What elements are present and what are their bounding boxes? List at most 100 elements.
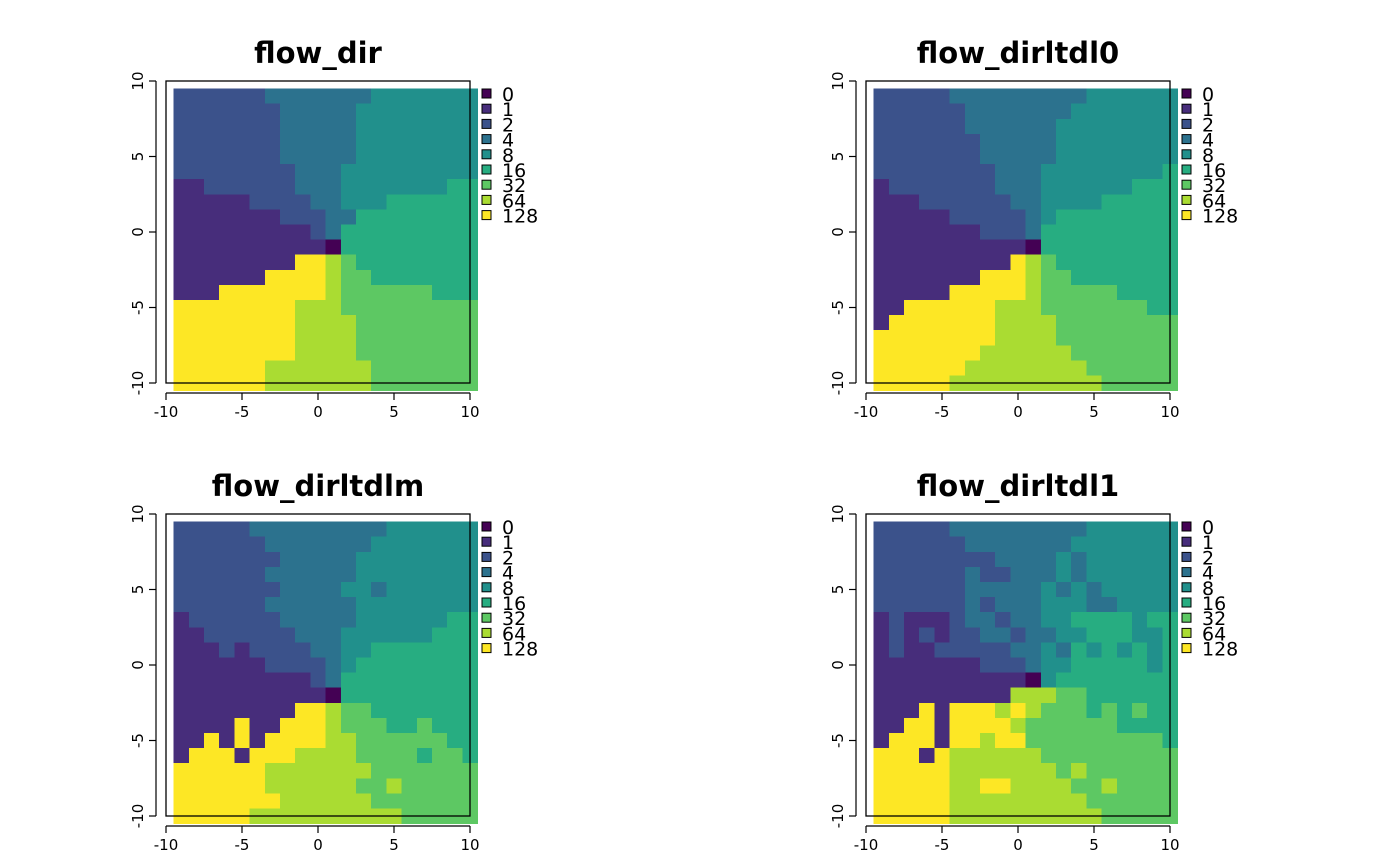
- raster-cell: [1116, 536, 1133, 553]
- raster-cell: [995, 732, 1011, 749]
- raster-cell: [447, 179, 463, 195]
- raster-cell: [401, 732, 418, 749]
- raster-cell: [904, 345, 920, 361]
- raster-cell: [340, 521, 357, 538]
- raster-cell: [295, 88, 311, 105]
- raster-cell: [219, 224, 235, 241]
- raster-cell: [401, 148, 418, 165]
- raster-cell: [1056, 133, 1072, 150]
- raster-cell: [1040, 118, 1057, 135]
- raster-cell: [432, 581, 448, 598]
- raster-cell: [919, 194, 935, 210]
- raster-cell: [416, 88, 433, 105]
- raster-cell: [995, 536, 1011, 553]
- raster-cell: [416, 581, 433, 598]
- raster-cell: [995, 269, 1011, 286]
- raster-cell: [188, 748, 205, 764]
- raster-cell: [980, 164, 996, 180]
- raster-cell: [1056, 88, 1072, 105]
- raster-cell: [980, 657, 996, 674]
- raster-cell: [310, 118, 327, 135]
- raster-cell: [964, 642, 981, 659]
- raster-cell: [295, 778, 311, 794]
- raster-cell: [949, 778, 966, 794]
- raster-cell: [249, 133, 266, 150]
- raster-cell: [995, 284, 1011, 301]
- raster-cell: [964, 687, 981, 704]
- raster-cell: [264, 330, 281, 346]
- x-tick-label: 10: [1160, 836, 1179, 854]
- raster-cell: [234, 521, 251, 538]
- raster-cell: [173, 345, 190, 361]
- raster-cell: [386, 566, 403, 583]
- raster-cell: [386, 88, 403, 105]
- raster-cell: [264, 672, 281, 689]
- raster-cell: [280, 521, 296, 538]
- raster-cell: [1101, 330, 1118, 346]
- raster-cell: [264, 566, 281, 583]
- y-tick-label: 5: [829, 585, 847, 595]
- raster-cell: [173, 194, 190, 210]
- raster-cell: [173, 209, 190, 226]
- raster-cell: [1040, 778, 1057, 794]
- raster-cell: [949, 103, 966, 120]
- chart-title: flow_dirltdlm: [212, 469, 424, 503]
- raster-cell: [447, 330, 463, 346]
- raster-cell: [949, 702, 966, 719]
- raster-cell: [340, 687, 357, 704]
- raster-cell: [416, 284, 433, 301]
- raster-cell: [888, 148, 905, 165]
- raster-cell: [1086, 254, 1103, 271]
- raster-cell: [356, 672, 372, 689]
- raster-cell: [919, 717, 935, 734]
- raster-cell: [264, 179, 281, 195]
- raster-cell: [264, 209, 281, 226]
- raster-cell: [964, 239, 981, 256]
- raster-cell: [1025, 566, 1042, 583]
- raster-cell: [904, 284, 920, 301]
- raster-cell: [219, 299, 235, 316]
- raster-cell: [416, 118, 433, 135]
- raster-cell: [401, 118, 418, 135]
- raster-cell: [1086, 103, 1103, 120]
- raster-cell: [1010, 536, 1027, 553]
- raster-cell: [310, 672, 327, 689]
- raster-cell: [432, 597, 448, 613]
- raster-cell: [873, 179, 890, 195]
- raster-cell: [980, 224, 996, 241]
- raster-cell: [280, 254, 296, 271]
- raster-cell: [234, 687, 251, 704]
- raster-cell: [401, 164, 418, 180]
- raster-cell: [204, 284, 220, 301]
- raster-cell: [873, 330, 890, 346]
- raster-cell: [873, 521, 890, 538]
- raster-cell: [310, 717, 327, 734]
- raster-cell: [1025, 551, 1042, 568]
- raster-cell: [386, 672, 403, 689]
- raster-cell: [1071, 551, 1087, 568]
- raster-cell: [1116, 194, 1133, 210]
- raster-cell: [1147, 360, 1163, 377]
- raster-cell: [1086, 521, 1103, 538]
- raster-cell: [995, 148, 1011, 165]
- raster-cell: [1071, 224, 1087, 241]
- raster-cell: [249, 315, 266, 331]
- legend-swatch: [481, 134, 492, 145]
- raster-cell: [280, 732, 296, 749]
- raster-cell: [1101, 672, 1118, 689]
- raster-cell: [386, 179, 403, 195]
- raster-cell: [310, 330, 327, 346]
- raster-cell: [371, 360, 387, 377]
- raster-cell: [1132, 164, 1148, 180]
- raster-cell: [1086, 581, 1103, 598]
- raster-cell: [264, 793, 281, 810]
- raster-cell: [386, 209, 403, 226]
- raster-cell: [888, 672, 905, 689]
- raster-cell: [386, 330, 403, 346]
- raster-cell: [995, 179, 1011, 195]
- raster-cell: [310, 551, 327, 568]
- raster-cell: [919, 597, 935, 613]
- raster-cell: [173, 642, 190, 659]
- raster-cell: [386, 732, 403, 749]
- raster-cell: [386, 269, 403, 286]
